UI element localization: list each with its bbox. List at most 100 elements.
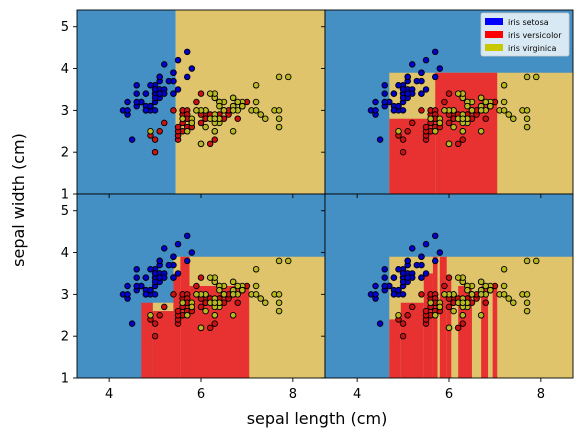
point-versicolor	[156, 312, 163, 319]
point-virginica	[450, 123, 457, 131]
point-virginica	[533, 73, 540, 81]
point-virginica	[179, 299, 186, 306]
point-virginica	[464, 286, 471, 294]
point-virginica	[523, 107, 531, 114]
point-virginica	[459, 115, 467, 122]
point-versicolor	[234, 299, 241, 306]
point-virginica	[523, 115, 531, 122]
point-virginica	[459, 128, 467, 135]
point-setosa	[183, 48, 191, 56]
point-setosa	[381, 274, 388, 281]
point-setosa	[124, 291, 131, 298]
point-setosa	[376, 320, 384, 327]
point-virginica	[523, 299, 531, 306]
point-versicolor	[174, 307, 182, 315]
point-virginica	[234, 282, 241, 290]
point-virginica	[234, 98, 241, 106]
point-virginica	[275, 299, 283, 306]
point-virginica	[285, 257, 292, 265]
point-virginica	[211, 128, 219, 135]
panel-3	[76, 193, 326, 379]
point-virginica	[482, 282, 489, 290]
point-versicolor	[170, 291, 177, 298]
point-versicolor	[197, 119, 205, 127]
y-tick-label: 3	[61, 104, 69, 119]
point-virginica	[206, 274, 214, 281]
point-versicolor	[441, 282, 448, 290]
point-versicolor	[454, 140, 462, 148]
point-virginica	[500, 98, 508, 106]
point-virginica	[523, 73, 531, 81]
point-setosa	[399, 107, 407, 114]
point-versicolor	[404, 312, 411, 319]
point-virginica	[179, 115, 186, 122]
point-virginica	[477, 107, 485, 114]
point-setosa	[142, 274, 150, 281]
point-setosa	[183, 232, 191, 240]
point-virginica	[454, 274, 462, 281]
point-setosa	[418, 69, 425, 76]
decision-region-versicolor	[439, 256, 447, 378]
point-versicolor	[445, 90, 453, 97]
point-virginica	[510, 299, 517, 306]
point-versicolor	[193, 98, 200, 106]
point-virginica	[459, 299, 467, 306]
point-versicolor	[399, 320, 407, 327]
point-versicolor	[399, 136, 407, 143]
legend-label: iris versicolor	[508, 31, 562, 40]
point-virginica	[500, 282, 508, 290]
point-versicolor	[193, 282, 200, 290]
point-versicolor	[206, 324, 214, 332]
point-versicolor	[409, 119, 416, 127]
point-setosa	[409, 245, 416, 252]
point-versicolor	[174, 123, 182, 131]
point-versicolor	[161, 303, 168, 311]
x-tick-label: 8	[289, 387, 297, 402]
point-virginica	[275, 115, 283, 122]
point-setosa	[156, 274, 163, 281]
point-setosa	[399, 94, 407, 102]
point-virginica	[147, 312, 154, 319]
point-setosa	[124, 98, 131, 106]
point-virginica	[252, 291, 260, 298]
point-versicolor	[399, 332, 407, 340]
point-virginica	[533, 257, 540, 265]
point-setosa	[142, 291, 150, 298]
point-versicolor	[482, 115, 489, 122]
point-virginica	[183, 312, 191, 319]
point-virginica	[523, 257, 531, 265]
point-versicolor	[151, 332, 159, 340]
point-virginica	[275, 257, 283, 265]
point-setosa	[372, 291, 379, 298]
point-setosa	[151, 94, 159, 102]
point-virginica	[275, 291, 283, 298]
point-virginica	[183, 128, 191, 135]
point-virginica	[239, 286, 246, 294]
point-virginica	[197, 324, 205, 332]
point-setosa	[404, 257, 411, 265]
point-versicolor	[197, 274, 205, 281]
point-virginica	[427, 299, 434, 306]
point-versicolor	[211, 320, 219, 327]
point-setosa	[399, 86, 407, 93]
point-virginica	[441, 291, 448, 298]
decision-region-versicolor	[141, 302, 153, 378]
point-virginica	[252, 282, 260, 290]
point-setosa	[413, 77, 421, 85]
point-virginica	[523, 307, 531, 315]
point-setosa	[372, 107, 379, 114]
point-virginica	[477, 278, 485, 286]
point-versicolor	[441, 98, 448, 106]
point-setosa	[436, 249, 444, 256]
point-setosa	[124, 107, 131, 114]
point-virginica	[220, 107, 228, 114]
point-versicolor	[422, 307, 430, 315]
point-setosa	[395, 266, 402, 273]
point-setosa	[390, 90, 398, 97]
point-virginica	[500, 291, 508, 298]
point-setosa	[399, 270, 407, 277]
point-versicolor	[161, 119, 168, 127]
point-virginica	[431, 312, 439, 319]
point-setosa	[431, 48, 439, 56]
x-tick-label: 6	[445, 387, 453, 402]
